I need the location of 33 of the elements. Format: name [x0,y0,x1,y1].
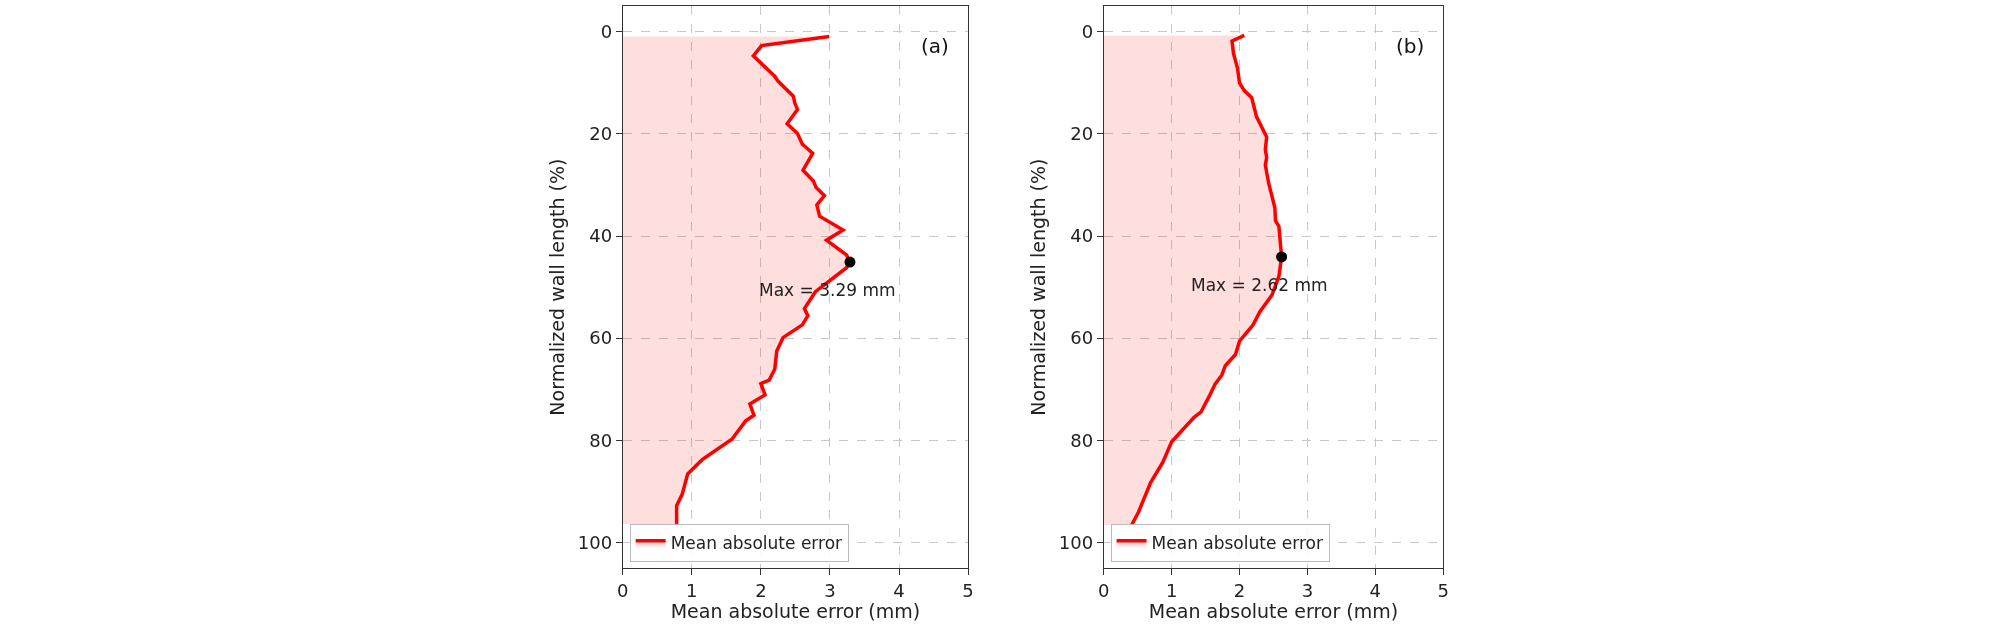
y-tick-label: 0 [600,21,613,43]
x-tick-label: 3 [1301,579,1314,601]
x-tick-label: 4 [1369,579,1381,601]
y-tick-label: 60 [1070,327,1094,349]
y-tick-label: 20 [1070,123,1094,145]
x-tick-label: 0 [1098,579,1110,601]
y-tick-label: 80 [589,429,613,451]
x-tick-label: 5 [1437,579,1449,601]
y-tick-label: 60 [589,327,613,349]
x-tick-label: 1 [1165,579,1178,601]
x-axis-title: Mean absolute error (mm) [670,600,921,623]
y-tick-label: 20 [589,123,613,145]
x-tick-label: 2 [755,579,767,601]
annotation: Max = 3.29 mm [759,280,896,300]
y-tick-label: 100 [577,531,613,553]
legend-label: Mean absolute error [670,533,843,554]
y-tick-label: 80 [1070,429,1094,451]
y-tick-label: 40 [589,225,613,247]
x-tick-label: 5 [962,579,974,601]
y-tick-label: 100 [1058,531,1094,553]
x-tick-label: 2 [1233,579,1246,601]
annotation: (a) [921,34,949,58]
legend-label: Mean absolute error [1151,533,1323,554]
x-tick-label: 4 [893,579,905,601]
x-axis-title: Mean absolute error (mm) [1148,600,1399,623]
annotation: (b) [1396,34,1425,58]
x-tick-label: 3 [824,579,836,601]
x-tick-label: 1 [686,579,698,601]
y-tick-label: 0 [1081,21,1094,43]
y-tick-label: 40 [1070,225,1094,247]
y-axis-title: Normalized wall length (%) [545,158,568,416]
y-axis-title: Normalized wall length (%) [1026,158,1049,416]
x-tick-label: 0 [617,579,629,601]
